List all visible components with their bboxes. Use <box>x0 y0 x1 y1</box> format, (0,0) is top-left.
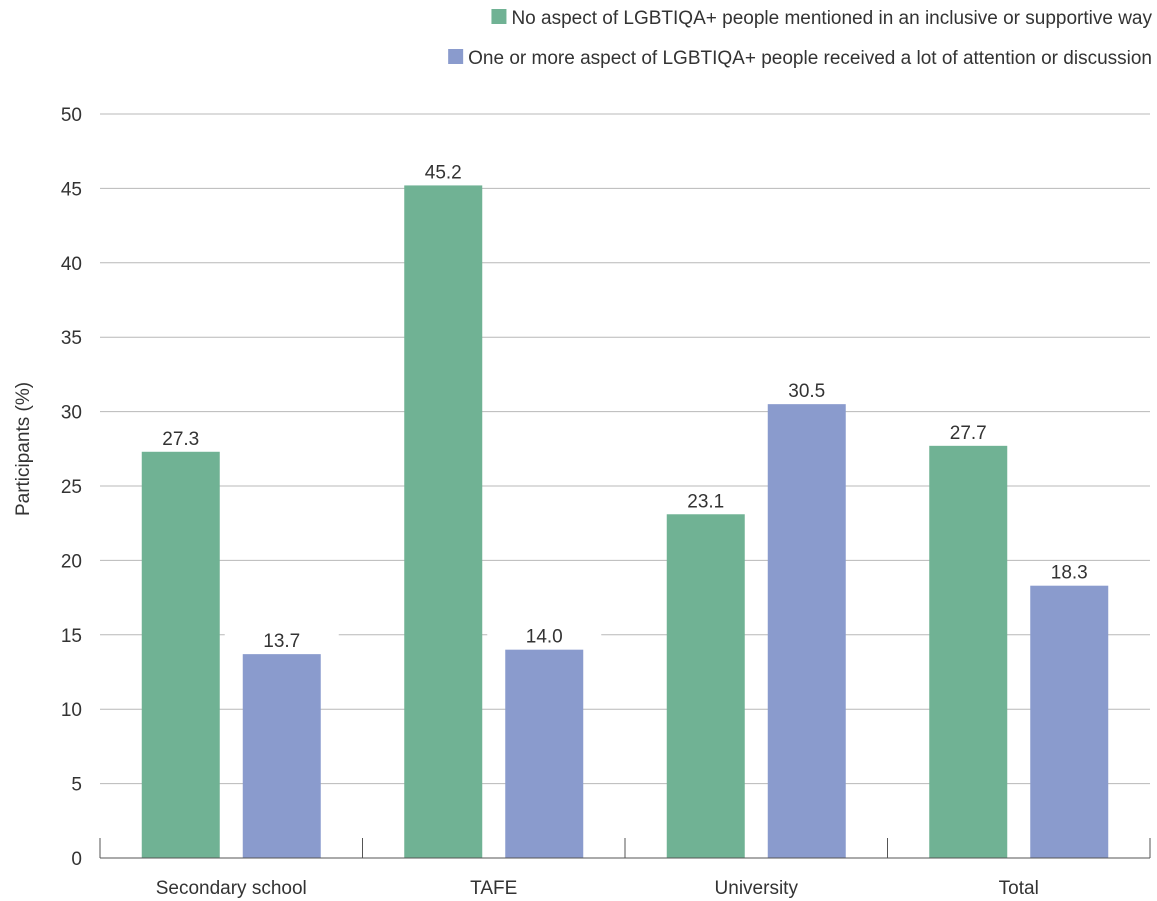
y-axis: 0 5 10 15 20 25 30 35 40 45 50 <box>61 105 82 870</box>
y-tick-label: 40 <box>61 254 82 275</box>
bar <box>1030 585 1109 858</box>
bar <box>404 185 483 858</box>
value-label-background <box>386 161 501 184</box>
legend-item: One or more aspect of LGBTIQA+ people re… <box>448 48 1152 69</box>
y-tick-label: 15 <box>61 626 82 647</box>
y-tick-label: 25 <box>61 477 82 498</box>
bar <box>141 451 220 858</box>
bar <box>242 654 321 858</box>
value-label: 13.7 <box>263 631 300 652</box>
legend-item: No aspect of LGBTIQA+ people mentioned i… <box>491 8 1152 29</box>
bar <box>505 649 584 858</box>
value-label-background <box>648 490 763 513</box>
value-label: 18.3 <box>1051 563 1088 584</box>
y-tick-label: 10 <box>61 700 82 721</box>
x-tick-label: Secondary school <box>156 878 307 899</box>
y-tick-label: 5 <box>71 775 82 796</box>
bar <box>929 445 1008 858</box>
legend-label: One or more aspect of LGBTIQA+ people re… <box>468 48 1152 69</box>
y-tick-label: 30 <box>61 403 82 424</box>
x-tick-label: Total <box>999 878 1039 899</box>
y-tick-label: 20 <box>61 551 82 572</box>
value-label: 30.5 <box>788 381 825 402</box>
value-label: 45.2 <box>425 162 462 183</box>
value-label-background <box>487 625 602 648</box>
y-tick-label: 0 <box>71 849 82 870</box>
y-axis-title: Participants (%) <box>13 382 34 516</box>
value-label-background <box>224 630 339 653</box>
value-label-background <box>911 421 1026 444</box>
value-label: 27.7 <box>950 423 987 444</box>
value-label: 23.1 <box>687 491 724 512</box>
value-label-background <box>123 427 238 450</box>
bar <box>767 404 846 858</box>
y-tick-label: 45 <box>61 179 82 200</box>
bar <box>666 514 745 858</box>
legend-label: No aspect of LGBTIQA+ people mentioned i… <box>511 8 1152 29</box>
bars: 27.3 13.7 45.2 14.0 23.1 30.5 27.7 18.3 <box>123 161 1127 858</box>
value-label: 14.0 <box>526 627 563 648</box>
legend-swatch <box>448 49 464 64</box>
x-tick-label: University <box>715 878 799 899</box>
value-label-background <box>749 380 864 403</box>
legend: No aspect of LGBTIQA+ people mentioned i… <box>448 8 1152 69</box>
y-tick-label: 35 <box>61 328 82 349</box>
x-axis: Secondary school TAFE University Total <box>99 838 1151 899</box>
legend-swatch <box>491 9 507 24</box>
value-label-background <box>1012 561 1127 584</box>
x-tick-label: TAFE <box>470 878 517 899</box>
value-label: 27.3 <box>162 429 199 450</box>
y-tick-label: 50 <box>61 105 82 126</box>
